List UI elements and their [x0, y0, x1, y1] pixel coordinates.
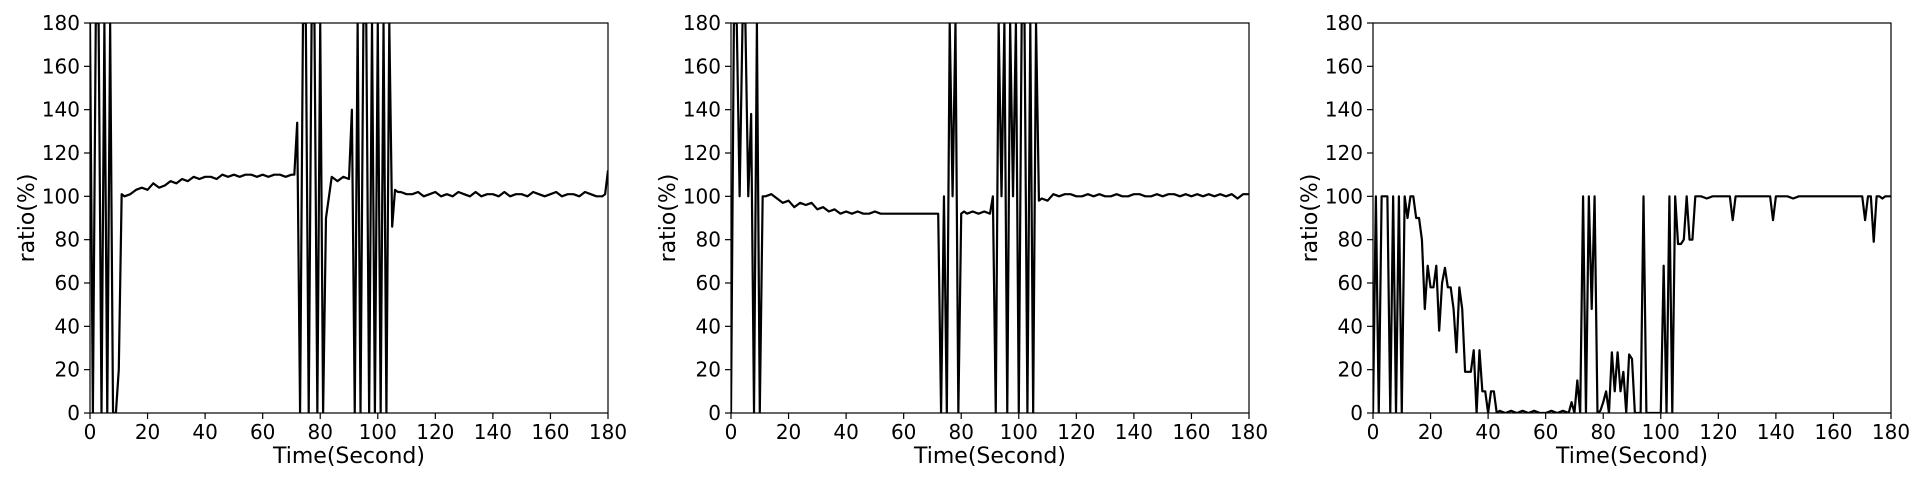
x-tick-label: 20: [135, 420, 160, 444]
y-tick-label: 20: [1338, 358, 1363, 382]
x-tick-label: 60: [891, 420, 916, 444]
plot-frame: [1372, 22, 1892, 414]
y-tick-label: 60: [55, 271, 80, 295]
x-tick-label: 80: [948, 420, 973, 444]
y-tick-label: 60: [1338, 271, 1363, 295]
y-tick-label: 80: [1338, 228, 1363, 252]
x-tick-label: 160: [1814, 420, 1852, 444]
x-tick-label: 0: [84, 420, 97, 444]
x-tick-label: 120: [1057, 420, 1095, 444]
x-tick-label: 20: [1418, 420, 1443, 444]
x-tick-label: 120: [1699, 420, 1737, 444]
x-axis-label: Time(Second): [1555, 444, 1708, 469]
y-tick-label: 100: [1325, 184, 1363, 208]
x-tick-label: 140: [474, 420, 512, 444]
x-tick-label: 0: [725, 420, 738, 444]
y-tick-label: 140: [1325, 98, 1363, 122]
y-tick-label: 120: [1325, 141, 1363, 165]
y-tick-label: 20: [696, 358, 721, 382]
plot-frame: [89, 22, 609, 414]
series-line-1: [731, 23, 1249, 413]
y-axis-label: ratio(%): [1298, 174, 1323, 263]
x-tick-label: 0: [1367, 420, 1380, 444]
x-tick-label: 40: [192, 420, 217, 444]
y-tick-label: 180: [1325, 11, 1363, 35]
y-tick-label: 180: [683, 11, 721, 35]
y-tick-label: 80: [55, 228, 80, 252]
x-tick-label: 60: [1533, 420, 1558, 444]
series-line-1: [1373, 195, 1891, 413]
y-tick-label: 60: [696, 271, 721, 295]
x-tick-label: 160: [1172, 420, 1210, 444]
y-tick-label: 40: [696, 314, 721, 338]
y-tick-label: 100: [42, 184, 80, 208]
y-tick-label: 100: [683, 184, 721, 208]
chart-panel-3: 0 20 40 60 80 100 120 140 160 180 0 20 40 60 80 100 120 1…: [1298, 11, 1910, 469]
y-tick-label: 160: [1325, 54, 1363, 78]
x-tick-label: 140: [1757, 420, 1795, 444]
x-tick-label: 140: [1115, 420, 1153, 444]
x-tick-label: 80: [1590, 420, 1615, 444]
x-tick-label: 20: [776, 420, 801, 444]
y-tick-label: 140: [42, 98, 80, 122]
series-line-1: [90, 23, 608, 413]
y-tick-label: 120: [683, 141, 721, 165]
x-tick-label: 120: [416, 420, 454, 444]
y-tick-label: 40: [1338, 314, 1363, 338]
y-tick-label: 80: [696, 228, 721, 252]
y-tick-label: 160: [683, 54, 721, 78]
y-axis-label: ratio(%): [656, 174, 681, 263]
plot-frame: [730, 22, 1250, 414]
x-tick-label: 80: [307, 420, 332, 444]
x-tick-label: 100: [1642, 420, 1680, 444]
x-tick-label: 180: [1230, 420, 1268, 444]
y-tick-label: 0: [708, 401, 721, 425]
y-tick-label: 0: [67, 401, 80, 425]
y-tick-label: 20: [55, 358, 80, 382]
y-tick-label: 180: [42, 11, 80, 35]
y-axis-label: ratio(%): [15, 174, 40, 263]
y-tick-label: 0: [1350, 401, 1363, 425]
x-axis-label: Time(Second): [913, 444, 1066, 469]
y-tick-label: 120: [42, 141, 80, 165]
y-tick-label: 160: [42, 54, 80, 78]
x-tick-label: 100: [359, 420, 397, 444]
x-tick-label: 160: [531, 420, 569, 444]
y-tick-label: 140: [683, 98, 721, 122]
x-tick-label: 100: [1000, 420, 1038, 444]
x-tick-label: 180: [1872, 420, 1910, 444]
chart-panel-1: 0 20 40 60 80 100 120 140 160 180 0 20 40 60 80 100 120 1…: [15, 11, 627, 469]
x-tick-label: 60: [250, 420, 275, 444]
chart-panel-2: 0 20 40 60 80 100 120 140 160 180 0 20 40 60 80 100 120 1…: [656, 11, 1268, 469]
x-tick-label: 40: [833, 420, 858, 444]
x-axis-label: Time(Second): [272, 444, 425, 469]
y-tick-label: 40: [55, 314, 80, 338]
x-tick-label: 40: [1475, 420, 1500, 444]
x-tick-label: 180: [589, 420, 627, 444]
